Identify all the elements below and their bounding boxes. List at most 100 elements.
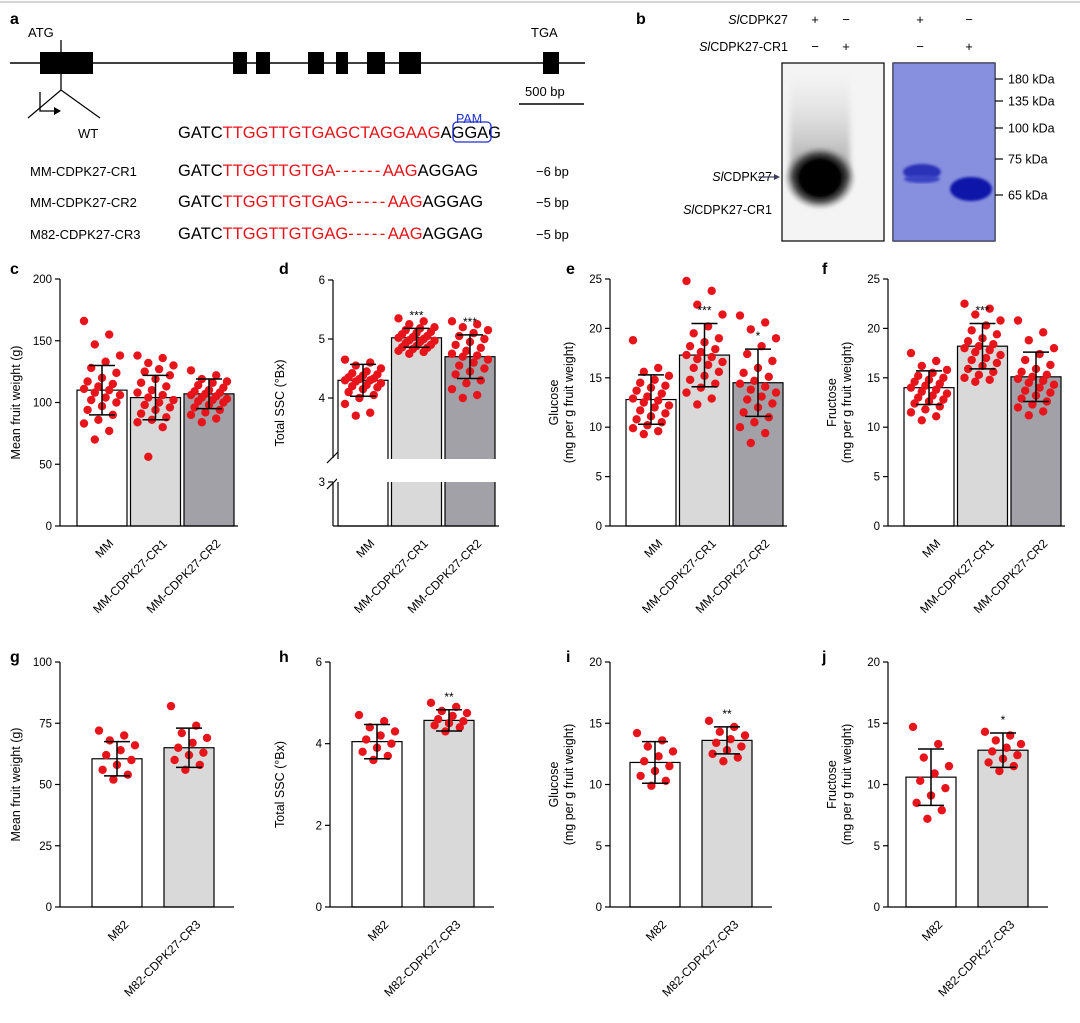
data-point (707, 286, 716, 296)
data-point (340, 355, 350, 364)
data-point (711, 379, 720, 388)
data-point (1017, 367, 1026, 377)
data-point (919, 753, 928, 762)
significance-marker: *** (697, 303, 711, 317)
sequence-alignment: WT GATCTTGGTTGTGAGCTAGGAAGAGGAGMM-CDPK27-… (30, 121, 569, 243)
data-point (120, 731, 129, 740)
y-tick-label: 0 (596, 521, 602, 533)
y-tick-label: 5 (596, 841, 602, 853)
data-point (133, 418, 142, 427)
data-point (197, 418, 206, 427)
data-point (711, 344, 720, 354)
data-point (90, 388, 100, 397)
seq-target: TTGGTTGTGAG (223, 225, 349, 243)
data-point (735, 423, 745, 432)
y-axis-label: Glucose(mg per g fruit weight) (547, 724, 576, 846)
data-point (737, 742, 746, 751)
data-point (483, 325, 493, 335)
chart-g: g 0 25 50 75 100 Mean fruit weight (g) M82M82-C… (9, 649, 234, 999)
data-point (771, 334, 781, 343)
sign-row2: + (842, 39, 850, 54)
sign-row1: + (916, 12, 924, 27)
data-point (971, 377, 980, 386)
data-point (985, 375, 994, 384)
y-tick-label: 150 (33, 336, 52, 348)
data-point (147, 385, 157, 395)
data-point (116, 746, 125, 755)
data-point (1002, 743, 1011, 752)
axis-break-mark (326, 450, 340, 464)
data-point (941, 783, 950, 793)
data-point (351, 361, 360, 370)
y-tick-label: 25 (589, 274, 602, 286)
data-point (105, 736, 115, 745)
data-point (215, 405, 224, 415)
data-point (458, 323, 467, 332)
data-point (447, 317, 457, 326)
data-point (476, 376, 485, 385)
data-point (459, 717, 468, 726)
data-point (1039, 407, 1048, 416)
seq-suffix: AGGAG (423, 225, 484, 243)
x-category-label: M82-CDPK27-CR3 (121, 917, 203, 999)
y-axis-label: Total SSC (°Bx) (273, 741, 287, 828)
data-point (768, 399, 777, 408)
data-point (448, 711, 457, 721)
data-point (115, 351, 125, 360)
data-point (650, 375, 659, 384)
y-tick-label: 10 (589, 780, 602, 792)
sign-row2: + (965, 39, 973, 54)
data-point (473, 320, 482, 329)
data-point (750, 418, 759, 427)
exon-3 (256, 52, 270, 74)
y-tick-label: 50 (39, 459, 52, 471)
data-point (208, 378, 217, 387)
data-point (90, 340, 100, 349)
y-tick-label: 20 (589, 657, 602, 669)
panel-label: j (821, 649, 826, 666)
seq-target: TTGGTTGTGA (223, 162, 336, 180)
data-point (992, 358, 1002, 368)
data-point (455, 331, 464, 341)
bar (977, 749, 1029, 908)
chart-e: e 0 5 10 15 20 25 Glucose(mg per g fruit weight… (547, 261, 787, 616)
y-tick-label: 100 (33, 657, 52, 669)
data-point (430, 721, 439, 730)
data-point (212, 414, 221, 423)
size-markers: 180 kDa 135 kDa 100 kDa 75 kDa 65 kDa (995, 73, 1055, 203)
data-point (162, 382, 171, 391)
data-point (376, 731, 385, 740)
blot-signs: + − + − − + − + (811, 12, 973, 54)
data-point (1013, 403, 1023, 412)
seq-suffix: AGGAG (441, 124, 502, 142)
data-point (380, 717, 389, 726)
panel-a-label: a (10, 11, 19, 28)
data-point (708, 749, 717, 759)
y-tick-label: 20 (589, 323, 602, 335)
data-point (447, 384, 457, 394)
x-category-label: MM (919, 536, 943, 560)
data-point (934, 739, 943, 749)
data-point (908, 722, 918, 732)
data-point (636, 378, 645, 387)
data-point (981, 353, 991, 363)
seq-target-end: AAG (388, 225, 423, 243)
data-point (1035, 383, 1044, 392)
sequence-name: M82-CDPK27-CR3 (30, 227, 141, 242)
seq-suffix: AGGAG (423, 193, 484, 211)
tss-arrow-head (54, 107, 61, 115)
data-point (906, 383, 916, 392)
x-category-label: MM (641, 536, 665, 560)
y-axis-label-line1: Fructose (825, 760, 839, 809)
data-point (101, 357, 110, 366)
data-point (340, 376, 350, 385)
data-point (764, 413, 773, 422)
data-point (154, 398, 164, 407)
y-tick-label: 100 (33, 398, 52, 410)
y-axis-label: Mean fruit weight (g) (9, 728, 23, 842)
data-point (105, 330, 114, 339)
data-point (144, 452, 153, 462)
data-point (387, 739, 396, 748)
pam-box (452, 121, 492, 143)
